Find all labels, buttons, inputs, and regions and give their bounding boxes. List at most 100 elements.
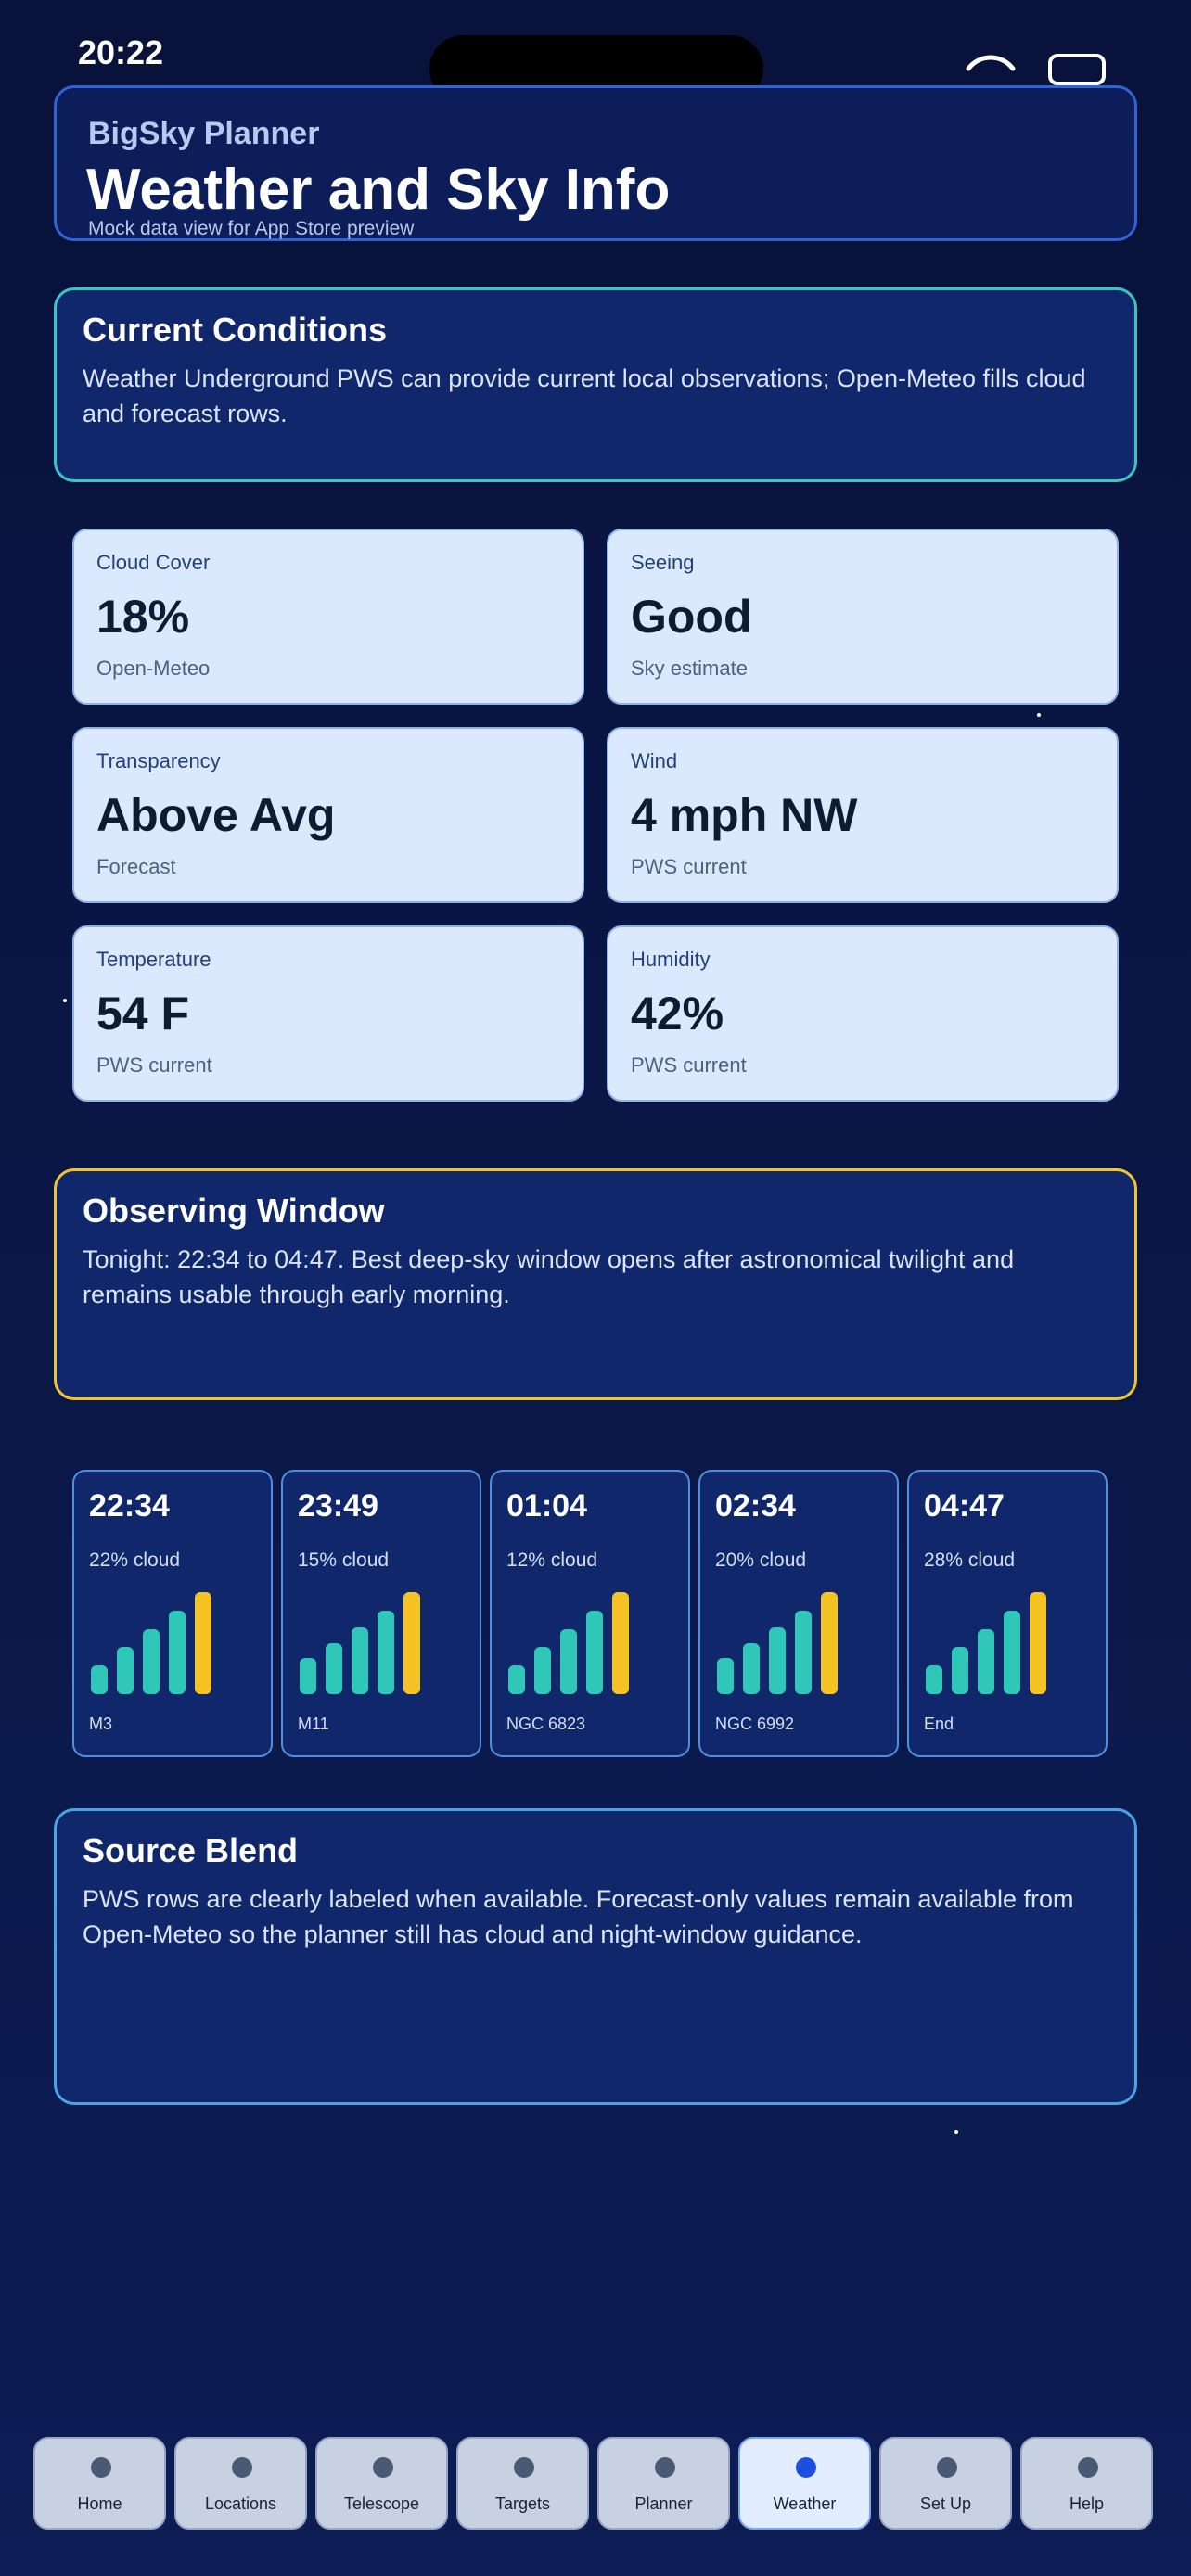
timeline-slot[interactable]: 22:34 22% cloud M3 [72,1470,273,1757]
slot-bar [612,1592,629,1694]
slot-time: 23:49 [298,1488,378,1524]
metric-value: Above Avg [96,789,336,841]
metric-label: Temperature [96,948,211,971]
timeline-slot[interactable]: 01:04 12% cloud NGC 6823 [490,1470,690,1757]
metric-source: Open-Meteo [96,657,211,680]
slot-target: NGC 6992 [715,1715,795,1733]
current-conditions-text: Weather Underground PWS can provide curr… [83,364,1086,427]
timeline-slot[interactable]: 02:34 20% cloud NGC 6992 [698,1470,899,1757]
source-blend-card: Source Blend PWS rows are clearly labele… [54,1808,1137,2105]
setup-icon [937,2457,957,2478]
timeline-slot[interactable]: 04:47 28% cloud End [907,1470,1108,1757]
metric-card-seeing: Seeing Good Sky estimate [607,529,1119,705]
metric-source: PWS current [631,855,747,878]
slot-target: End [924,1715,954,1733]
source-blend-text: PWS rows are clearly labeled when availa… [83,1885,1074,1948]
metric-source: PWS current [631,1053,747,1077]
slot-bar [534,1647,551,1694]
metric-label: Humidity [631,948,711,971]
metric-card-wind: Wind 4 mph NW PWS current [607,727,1119,903]
header-card: BigSky Planner Weather and Sky Info Mock… [54,85,1137,241]
slot-bar [926,1665,942,1694]
observing-window-card: Observing Window Tonight: 22:34 to 04:47… [54,1168,1137,1400]
metric-card-humidity: Humidity 42% PWS current [607,925,1119,1102]
slot-target: M3 [89,1715,113,1733]
slot-bar [117,1647,134,1694]
nav-label: Telescope [343,2494,420,2513]
metric-value: 42% [631,988,724,1039]
nav-home[interactable]: Home [33,2437,166,2530]
slot-time: 04:47 [924,1488,1005,1524]
metric-value: 18% [96,591,190,643]
current-conditions-title: Current Conditions [83,311,387,349]
metric-source: Forecast [96,855,176,878]
observing-window-text: Tonight: 22:34 to 04:47. Best deep-sky w… [83,1245,1015,1308]
current-conditions-card: Current Conditions Weather Underground P… [54,287,1137,482]
slot-bar-chart [508,1592,675,1703]
slot-bar [195,1592,211,1694]
metric-value: Good [631,591,752,643]
metric-card-transparency: Transparency Above Avg Forecast [72,727,584,903]
slot-bar [586,1611,603,1694]
slot-bar [91,1665,108,1694]
slot-bar [795,1611,812,1694]
slot-cloud: 12% cloud [506,1549,598,1571]
slot-time: 22:34 [89,1488,170,1524]
nav-label: Locations [204,2494,277,2513]
nav-planner[interactable]: Planner [597,2437,730,2530]
metric-value: 54 F [96,988,190,1039]
star-dot [954,2130,958,2134]
slot-bar-chart [717,1592,884,1703]
page-subtitle: Mock data view for App Store preview [88,218,415,239]
slot-time: 02:34 [715,1488,796,1524]
telescope-icon [373,2457,393,2478]
slot-bar [769,1627,786,1694]
nav-label: Planner [634,2494,693,2513]
slot-bar [978,1629,994,1694]
slot-bar-chart [300,1592,467,1703]
slot-bar-chart [926,1592,1093,1703]
slot-bar [143,1629,160,1694]
nav-telescope[interactable]: Telescope [315,2437,448,2530]
slot-bar [508,1665,525,1694]
nav-label: Home [77,2494,122,2513]
slot-bar [169,1611,186,1694]
observing-window-title: Observing Window [83,1192,385,1230]
nav-label: Set Up [919,2494,972,2513]
status-time: 20:22 [78,33,164,71]
slot-time: 01:04 [506,1488,587,1524]
app-name: BigSky Planner [88,116,320,151]
weather-icon [796,2457,816,2478]
timeline-slot[interactable]: 23:49 15% cloud M11 [281,1470,481,1757]
slot-bar [821,1592,838,1694]
slot-bar [1030,1592,1046,1694]
metric-card-cloud-cover: Cloud Cover 18% Open-Meteo [72,529,584,705]
metric-source: PWS current [96,1053,212,1077]
slot-bar [352,1627,368,1694]
page-title: Weather and Sky Info [86,158,671,222]
slot-cloud: 15% cloud [298,1549,390,1571]
nav-setup[interactable]: Set Up [879,2437,1012,2530]
nav-locations[interactable]: Locations [174,2437,307,2530]
nav-help[interactable]: Help [1020,2437,1153,2530]
locations-icon [232,2457,252,2478]
home-icon [91,2457,111,2478]
slot-cloud: 28% cloud [924,1549,1016,1571]
source-blend-title: Source Blend [83,1831,299,1869]
slot-bar [403,1592,420,1694]
metric-label: Cloud Cover [96,551,211,574]
slot-bar [1004,1611,1020,1694]
slot-bar [560,1629,577,1694]
star-dot [1037,713,1041,717]
metric-source: Sky estimate [631,657,748,680]
slot-bar [300,1658,316,1694]
nav-weather[interactable]: Weather [738,2437,871,2530]
slot-cloud: 20% cloud [715,1549,807,1571]
help-icon [1078,2457,1098,2478]
nav-label: Targets [494,2494,551,2513]
battery-icon [1048,54,1106,85]
metric-label: Transparency [96,749,221,772]
slot-bar [717,1658,734,1694]
nav-targets[interactable]: Targets [456,2437,589,2530]
metric-card-temperature: Temperature 54 F PWS current [72,925,584,1102]
